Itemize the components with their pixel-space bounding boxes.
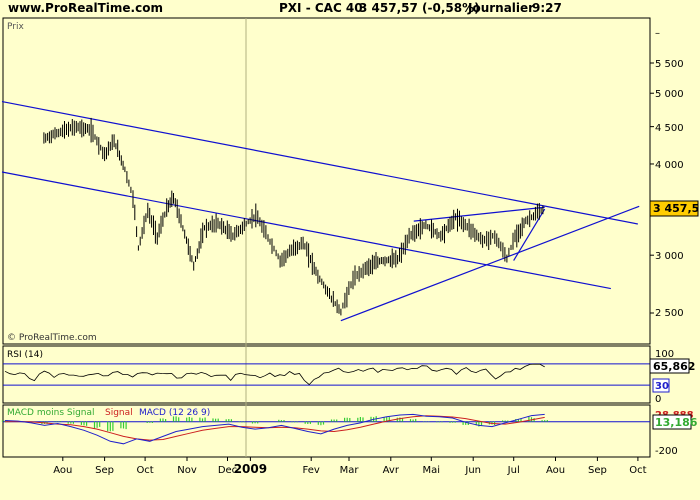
trendline [340,205,640,322]
macd-value: 13,186 [655,416,698,429]
rsi-series [3,363,650,386]
rsi-value-badge [649,358,690,374]
y-tick-label: 5 500 [655,59,684,70]
x-tick-label: 2009 [234,462,267,476]
y-tick-label: – [655,28,660,39]
chart-header: www.ProRealTime.com PXI - CAC 40 3 457,5… [0,0,700,18]
macd-signal-label: Signal [105,408,133,418]
site-url: www.ProRealTime.com [8,1,163,15]
price-panel [2,17,651,345]
x-tick-label: Sep [588,465,607,476]
x-tick-label: Jun [464,465,481,476]
update-time: 9:27 [532,1,562,15]
rsi-label: RSI (14) [7,350,43,360]
x-tick-label: Sep [95,465,114,476]
x-tick-label: Jul [507,465,520,476]
macd-hist-label: MACD moins Signal [7,408,95,418]
y-tick-label: 3 000 [655,251,684,262]
x-tick-label: Dec [218,465,237,476]
rsi-tick-100: 100 [655,349,674,360]
x-tick-label: Avr [383,465,400,476]
macd-series [1,413,650,445]
x-tick-label: Fev [303,465,320,476]
price-panel-label: Prix [7,22,24,32]
macd-value-badge [652,414,692,430]
watermark: © ProRealTime.com [7,333,97,343]
trendline [1,100,638,225]
rsi-line [4,363,545,386]
y-tick-label: 4 000 [655,160,684,171]
x-tick-label: Mai [423,465,441,476]
x-tick-label: Aou [546,465,565,476]
x-tick-label: Mar [340,465,360,476]
last-price-badge [649,200,699,217]
macd-signal-line [4,415,545,441]
x-tick-label: Oct [136,465,153,476]
instrument-name: PXI - CAC 40 [279,1,363,15]
quote-change: 3 457,57 (-0,58%) [359,1,480,15]
y-tick-label: 4 500 [655,123,684,134]
x-tick-label: Nov [177,465,197,476]
macd-line [4,413,545,445]
x-tick-label: Oct [629,465,646,476]
macd-tick-neg200: -200 [655,446,678,457]
rsi-value: 65,862 [653,360,695,373]
y-tick-label: 2 500 [655,308,684,319]
last-price-value: 3 457,57 [653,202,700,215]
trendline [413,206,545,222]
price-series [43,117,544,316]
y-tick-label: 5 000 [655,89,684,100]
rsi-level: 30 [655,381,669,392]
x-tick-label: Aou [53,465,72,476]
rsi-level-badge [652,378,670,393]
period-label: Journalier [468,1,535,15]
macd-name-label: MACD (12 26 9) [139,408,210,418]
trendline [1,171,611,290]
price-y-axis: – 5 500 5 000 4 500 4 000 3 000 2 500 [650,28,684,319]
rsi-tick-0: 0 [655,394,661,405]
rsi-panel [2,345,651,404]
